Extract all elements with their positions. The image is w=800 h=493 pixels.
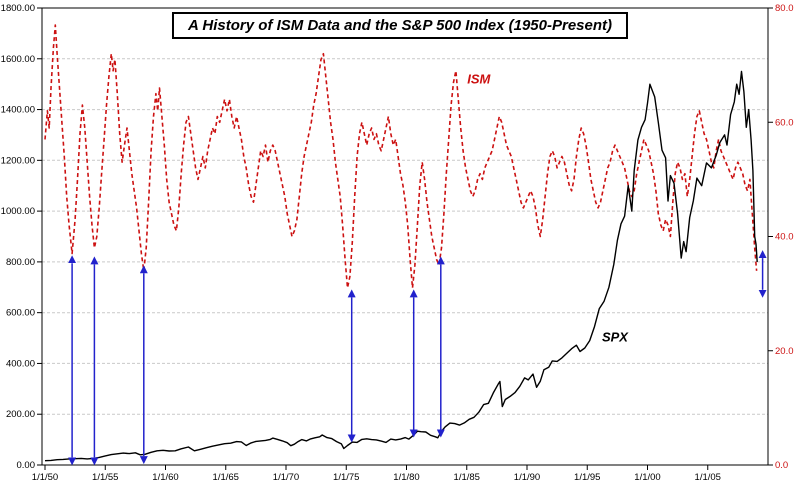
x-axis-label: 1/1/00: [634, 472, 660, 483]
left-axis-label: 800.00: [6, 257, 35, 268]
left-axis-label: 200.00: [6, 409, 35, 420]
x-axis-label: 1/1/80: [393, 472, 419, 483]
spx-line: [44, 70, 758, 462]
spx-series-label: SPX: [601, 329, 628, 345]
x-axis-label: 1/1/70: [273, 472, 299, 483]
ism-line: [44, 24, 758, 289]
x-axis-label: 1/1/50: [32, 472, 58, 483]
right-axis-label: 40.0: [775, 232, 794, 243]
left-axis-label: 400.00: [6, 358, 35, 369]
x-axis-label: 1/1/60: [152, 472, 178, 483]
right-axis-label: 0.0: [775, 460, 788, 471]
left-axis-label: 1800.00: [1, 3, 35, 14]
plot-border: [41, 7, 769, 466]
left-axis-label: 1400.00: [1, 105, 35, 116]
right-axis-label: 20.0: [775, 346, 794, 357]
gridlines: [42, 58, 768, 415]
x-axis-label: 1/1/55: [92, 472, 118, 483]
ism-series-label: ISM: [467, 71, 491, 87]
signal-arrows: [68, 250, 767, 466]
x-axis-label: 1/1/75: [333, 472, 359, 483]
chart-title: A History of ISM Data and the S&P 500 In…: [171, 12, 629, 39]
x-axis-label: 1/1/85: [454, 472, 480, 483]
right-axis-label: 80.0: [775, 3, 794, 14]
axes: 0.00 200.00 400.00 600.00 800.00 1000.00 1200.…: [1, 3, 794, 483]
left-axis-label: 1000.00: [1, 206, 35, 217]
left-axis-label: 1600.00: [1, 54, 35, 65]
left-axis-label: 1200.00: [1, 155, 35, 166]
x-axis-label: 1/1/65: [213, 472, 239, 483]
x-axis-label: 1/1/05: [695, 472, 721, 483]
x-axis-label: 1/1/95: [574, 472, 600, 483]
left-axis-label: 0.00: [17, 460, 36, 471]
x-axis-label: 1/1/90: [514, 472, 540, 483]
left-axis-label: 600.00: [6, 308, 35, 319]
right-axis-label: 60.0: [775, 117, 794, 128]
